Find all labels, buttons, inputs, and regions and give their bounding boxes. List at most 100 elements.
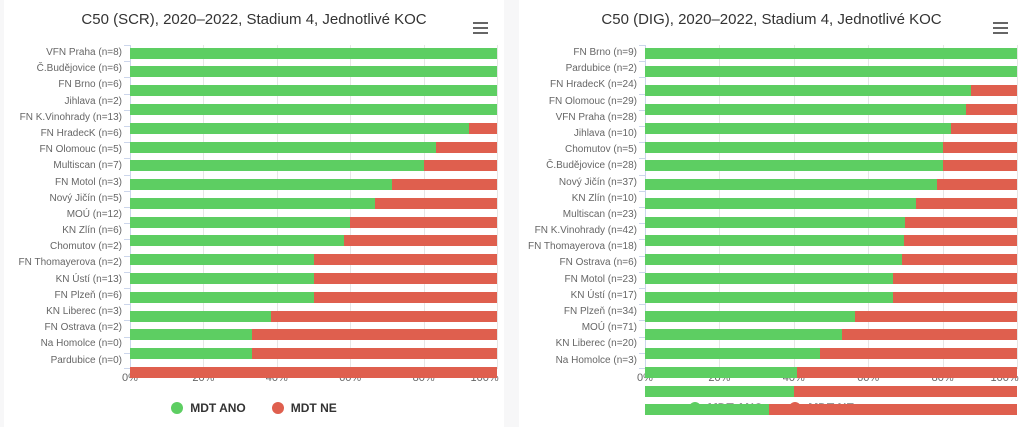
bar-segment-mdt-ano[interactable] (130, 47, 497, 59)
bar-segment-mdt-ne[interactable] (942, 141, 1017, 153)
category-label: FN Motol (n=23) (564, 273, 637, 285)
bar-segment-mdt-ano[interactable] (645, 310, 856, 322)
bar-segment-mdt-ano[interactable] (130, 216, 351, 228)
bar-segment-mdt-ne[interactable] (820, 348, 1017, 360)
bar-segment-mdt-ne[interactable] (965, 103, 1017, 115)
stacked-bar (645, 197, 1017, 209)
bar-segment-mdt-ano[interactable] (645, 235, 904, 247)
bar-segment-mdt-ano[interactable] (130, 310, 272, 322)
legend-item-mdt-ano[interactable]: MDT ANO (171, 401, 246, 415)
bar-segment-mdt-ano[interactable] (130, 329, 253, 341)
chart-row (645, 66, 1017, 82)
category-label: Multiscan (n=23) (562, 208, 637, 220)
bar-segment-mdt-ne[interactable] (942, 160, 1017, 172)
bar-segment-mdt-ano[interactable] (645, 348, 821, 360)
category-label: VFN Praha (n=8) (46, 47, 122, 58)
chart-row (645, 272, 1017, 289)
bar-segment-mdt-ano[interactable] (645, 272, 893, 284)
stacked-bar (130, 272, 497, 284)
bar-segment-mdt-ne[interactable] (950, 122, 1017, 134)
bar-segment-mdt-ano[interactable] (645, 141, 943, 153)
stacked-bar (130, 235, 497, 247)
bar-segment-mdt-ne[interactable] (271, 310, 497, 322)
axis-tick (639, 207, 645, 208)
chart-menu-button[interactable] (990, 13, 1012, 31)
bar-segment-mdt-ano[interactable] (645, 366, 797, 378)
bar-segment-mdt-ano[interactable] (130, 160, 424, 172)
axis-tick (124, 77, 130, 79)
bar-segment-mdt-ano[interactable] (645, 291, 893, 303)
bar-segment-mdt-ne[interactable] (392, 179, 497, 191)
axis-tick (124, 304, 130, 306)
bar-segment-mdt-ano[interactable] (645, 160, 943, 172)
bar-segment-mdt-ne[interactable] (468, 122, 497, 134)
bar-segment-mdt-ano[interactable] (130, 179, 393, 191)
bar-segment-mdt-ano[interactable] (645, 103, 966, 115)
bar-segment-mdt-ne[interactable] (903, 235, 1017, 247)
category-label: FN Ostrava (n=6) (559, 257, 637, 269)
bar-segment-mdt-ano[interactable] (130, 141, 436, 153)
legend-marker-circle (271, 402, 284, 414)
bar-segment-mdt-ano[interactable] (645, 216, 906, 228)
bar-segment-mdt-ne[interactable] (435, 141, 497, 153)
stacked-bar (645, 310, 1017, 322)
bar-segment-mdt-ne[interactable] (970, 85, 1017, 97)
stacked-bar (645, 66, 1017, 78)
bar-segment-mdt-ne[interactable] (893, 272, 1017, 284)
bar-segment-mdt-ne[interactable] (841, 329, 1017, 341)
bar-segment-mdt-ano[interactable] (130, 66, 497, 78)
chart-row (645, 404, 1017, 420)
bar-segment-mdt-ne[interactable] (374, 197, 497, 209)
bar-segment-mdt-ne[interactable] (937, 179, 1017, 191)
category-label: FN HradecK (n=6) (40, 127, 122, 139)
bar-segment-mdt-ne[interactable] (423, 160, 497, 172)
bar-segment-mdt-ano[interactable] (130, 85, 497, 97)
bar-segment-mdt-ne[interactable] (350, 216, 497, 228)
bar-segment-mdt-ne[interactable] (855, 310, 1017, 322)
chart-row (130, 141, 497, 158)
bar-segment-mdt-ano[interactable] (645, 179, 938, 191)
bar-segment-mdt-ne[interactable] (901, 254, 1017, 266)
bar-segment-mdt-ano[interactable] (130, 103, 497, 115)
bar-segment-mdt-ne[interactable] (905, 216, 1017, 228)
bar-segment-mdt-ano[interactable] (130, 122, 469, 134)
bar-segment-mdt-ne[interactable] (252, 329, 497, 341)
bar-segment-mdt-ano[interactable] (645, 122, 951, 134)
bar-segment-mdt-ne[interactable] (768, 404, 1017, 416)
bar-segment-mdt-ano[interactable] (130, 272, 314, 284)
bar-segment-mdt-ano[interactable] (130, 291, 314, 303)
bar-segment-mdt-ano[interactable] (645, 385, 794, 397)
bar-segment-mdt-ano[interactable] (645, 85, 971, 97)
stacked-bar (645, 235, 1017, 247)
bar-segment-mdt-ne[interactable] (313, 254, 497, 266)
legend-item-mdt-ne[interactable]: MDT NE (271, 401, 337, 415)
bar-segment-mdt-ne[interactable] (252, 348, 497, 360)
bar-segment-mdt-ne[interactable] (893, 291, 1017, 303)
chart-row (130, 348, 497, 364)
bar-segment-mdt-ne[interactable] (130, 366, 497, 378)
bar-segment-mdt-ne[interactable] (313, 291, 497, 303)
bar-segment-mdt-ano[interactable] (645, 329, 842, 341)
bar-segment-mdt-ne[interactable] (793, 385, 1017, 397)
category-label: FN Olomouc (n=29) (548, 95, 637, 107)
bar-segment-mdt-ano[interactable] (130, 348, 253, 360)
chart-menu-button[interactable] (470, 13, 492, 31)
axis-tick (124, 174, 130, 176)
bar-segment-mdt-ano[interactable] (645, 254, 902, 266)
stacked-bar (130, 216, 497, 228)
bar-segment-mdt-ne[interactable] (916, 197, 1017, 209)
bar-segment-mdt-ano[interactable] (130, 197, 375, 209)
bar-segment-mdt-ano[interactable] (645, 66, 1017, 78)
bar-segment-mdt-ano[interactable] (645, 197, 917, 209)
chart-row (645, 385, 1017, 402)
stacked-bar (645, 348, 1017, 360)
stacked-bar (645, 366, 1017, 378)
bar-segment-mdt-ano[interactable] (130, 235, 345, 247)
bar-segment-mdt-ano[interactable] (130, 254, 314, 266)
legend: MDT ANO MDT NE (4, 401, 504, 415)
bar-segment-mdt-ne[interactable] (344, 235, 497, 247)
bar-segment-mdt-ne[interactable] (313, 272, 497, 284)
bar-segment-mdt-ano[interactable] (645, 47, 1017, 59)
bar-segment-mdt-ne[interactable] (796, 366, 1017, 378)
bar-segment-mdt-ano[interactable] (645, 404, 769, 416)
